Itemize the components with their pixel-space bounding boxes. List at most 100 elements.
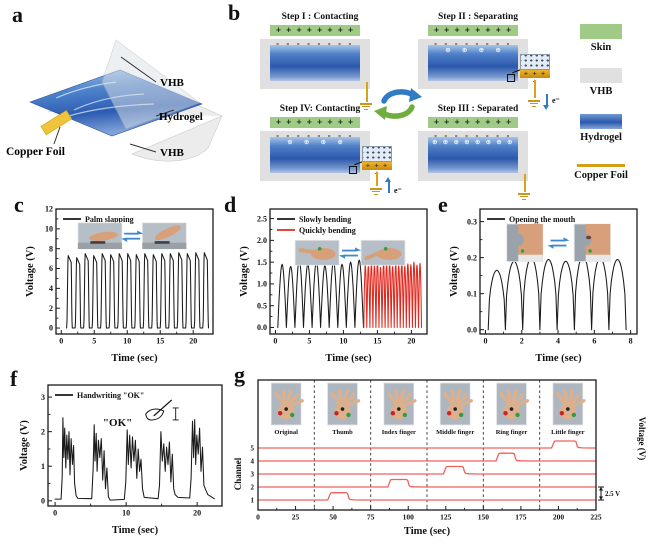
hydrogel-layer: - - - - - - - - — [270, 40, 360, 81]
svg-text:Opening the mouth: Opening the mouth — [509, 215, 576, 224]
svg-text:6: 6 — [592, 337, 596, 346]
series-group — [54, 417, 215, 501]
svg-text:12: 12 — [45, 205, 53, 214]
gesture-photo-group: Middle finger — [436, 382, 474, 436]
series-line — [54, 417, 215, 501]
svg-text:2.5: 2.5 — [257, 214, 267, 223]
panel-letter-c: c — [14, 192, 24, 217]
svg-text:6: 6 — [49, 264, 53, 273]
step-title: Step II : Separating — [438, 12, 518, 22]
electron-label: e⁻ — [552, 96, 560, 105]
svg-text:3: 3 — [251, 470, 255, 478]
step-2-separating: Step II : Separating + + + + + + + + - -… — [404, 12, 560, 110]
copper-foil-swatch — [577, 164, 625, 167]
svg-text:8: 8 — [49, 244, 53, 253]
legend-label: Copper Foil — [574, 169, 628, 181]
channel-trace-2 — [258, 478, 596, 488]
ground-icon — [360, 103, 372, 112]
step-3-separated: Step III : Separated + + + + + + + + - -… — [404, 104, 552, 201]
svg-text:4: 4 — [49, 284, 53, 293]
panel-letter-d: d — [224, 192, 237, 217]
series-line — [66, 252, 210, 329]
step-title: Step III : Separated — [437, 104, 519, 114]
svg-text:Quickly bending: Quickly bending — [299, 226, 356, 235]
svg-text:125: 125 — [440, 513, 452, 522]
svg-text:0: 0 — [41, 497, 45, 506]
hydrogel-swatch — [580, 114, 622, 129]
mechanism-panel: Step I : Contacting + + + + + + + + - - … — [244, 4, 560, 201]
svg-text:2: 2 — [49, 304, 53, 313]
svg-text:Voltage (V): Voltage (V) — [19, 420, 30, 471]
chart-d: 0 5 10 15 20 0.0 0.5 1.0 1.5 2.0 2.5 Time (sec) Volt… — [239, 208, 428, 364]
series-line — [277, 259, 365, 329]
svg-text:Handwriting "OK": Handwriting "OK" — [77, 391, 144, 400]
svg-text:2: 2 — [520, 337, 524, 346]
handwriting-sketch-icon — [145, 399, 179, 421]
svg-text:Middle finger: Middle finger — [436, 429, 474, 436]
callout-vhb-top: VHB — [160, 77, 185, 89]
svg-text:0.0: 0.0 — [257, 323, 267, 332]
device-schematic: VHB Hydrogel Copper Foil VHB — [6, 39, 223, 162]
panel-letter-g: g — [234, 362, 245, 387]
chart-g: Original Thumb Index finger Middle finger Ri… — [233, 379, 647, 537]
series-group — [487, 255, 627, 331]
voltage-chart-palm-slapping: 0 5 10 15 20 0 2 4 6 8 10 12 Time (sec) Voltage (V) Pa… — [24, 196, 220, 368]
inset-photo-pair — [506, 223, 611, 262]
svg-text:Time (sec): Time (sec) — [325, 353, 372, 364]
svg-text:1: 1 — [41, 462, 45, 471]
chart-c: 0 5 10 15 20 0 2 4 6 8 10 12 Time (sec) Voltage (V) Pa… — [25, 205, 214, 364]
svg-text:2: 2 — [41, 427, 45, 436]
series-group — [277, 259, 423, 329]
svg-text:Voltage (V): Voltage (V) — [637, 417, 646, 460]
svg-text:10: 10 — [339, 337, 347, 346]
svg-text:175: 175 — [515, 513, 527, 522]
svg-text:10: 10 — [123, 337, 131, 346]
inset-photo-pair — [294, 239, 406, 266]
step-title: Step I : Contacting — [281, 12, 359, 22]
hydrogel-layer: - - - - - - - - ⊕ ⊕ ⊕ ⊕ ⊕ ⊕ ⊕ ⊕ — [428, 132, 518, 173]
charge-inset: + + + + — [362, 146, 392, 177]
svg-text:Palm slapping: Palm slapping — [85, 215, 134, 224]
svg-text:50: 50 — [329, 513, 337, 522]
gesture-photo-group: Thumb — [327, 382, 361, 436]
svg-text:0.5: 0.5 — [257, 301, 267, 310]
chart-e: 0 2 4 6 8 0.0 0.1 0.2 0.3 Time (sec) Voltage (V) Op… — [449, 208, 638, 364]
svg-text:0.2: 0.2 — [467, 253, 477, 262]
device-diagram: + + + + + + + + - - - - - - - - ⊕ ⊕ ⊕ ⊕ — [414, 25, 532, 89]
svg-text:4: 4 — [251, 457, 255, 465]
wire — [534, 80, 536, 98]
svg-text:25: 25 — [292, 513, 300, 522]
copper-foil-strip — [40, 110, 73, 136]
skin-layer: + + + + + + + + — [270, 25, 360, 36]
electron-label: e⁻ — [394, 186, 402, 195]
svg-text:5: 5 — [251, 444, 255, 452]
svg-text:100: 100 — [403, 513, 415, 522]
legend-item-vhb: VHB — [556, 68, 646, 97]
svg-text:75: 75 — [367, 513, 375, 522]
legend-label: Skin — [590, 42, 612, 53]
vhb-swatch — [580, 68, 622, 83]
callout-copper-foil: Copper Foil — [6, 146, 65, 158]
svg-text:2: 2 — [251, 483, 255, 491]
hydrogel-layer: - - - - - - - - ⊕ ⊕ ⊕ ⊕ — [270, 132, 360, 173]
svg-text:0: 0 — [273, 337, 277, 346]
legend-label: Hydrogel — [580, 132, 622, 143]
skin-layer: + + + + + + + + — [428, 25, 518, 36]
ground-icon — [528, 100, 540, 109]
svg-text:Time (sec): Time (sec) — [404, 526, 451, 537]
svg-text:150: 150 — [478, 513, 490, 522]
svg-text:8: 8 — [629, 337, 633, 346]
callout-vhb-bottom: VHB — [160, 147, 185, 159]
svg-text:1: 1 — [251, 496, 255, 504]
wire — [524, 174, 526, 192]
copper-foil-inset: + + + + — [362, 162, 392, 177]
legend-item-hydrogel: Hydrogel — [556, 114, 646, 143]
svg-text:20: 20 — [193, 509, 201, 518]
voltage-chart-mouth-opening: 0 2 4 6 8 0.0 0.1 0.2 0.3 Time (sec) Voltage (V) Op… — [448, 196, 644, 368]
svg-text:10: 10 — [122, 509, 130, 518]
svg-text:Channel: Channel — [233, 457, 243, 490]
electron-dots — [520, 54, 550, 70]
svg-text:20: 20 — [407, 337, 415, 346]
svg-text:225: 225 — [590, 513, 602, 522]
ground-icon — [370, 188, 382, 197]
